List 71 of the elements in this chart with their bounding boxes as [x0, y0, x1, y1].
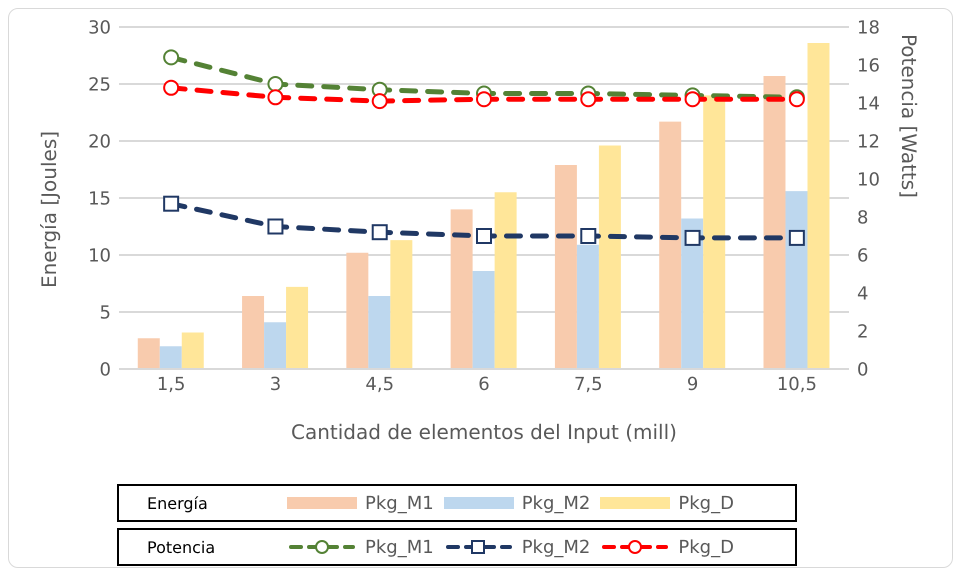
y2-tick-label: 0	[857, 359, 868, 380]
point	[788, 230, 805, 246]
x-tick-label: 7,5	[574, 374, 603, 395]
point	[267, 89, 284, 106]
y2-tick-label: 10	[857, 169, 880, 190]
y2-tick-label: 8	[857, 207, 868, 228]
text: Energía	[146, 494, 209, 512]
point	[476, 228, 492, 244]
bar	[785, 191, 808, 369]
legend-label: Pkg_M2	[520, 536, 590, 558]
text: Potencia	[146, 538, 216, 556]
x-tick-label: 10,5	[776, 374, 817, 395]
legend-label: Pkg_D	[677, 492, 734, 514]
x-tick-label: 1,5	[156, 374, 186, 395]
bar	[659, 122, 682, 369]
y2-tick-label: 12	[857, 131, 880, 152]
bar	[472, 270, 495, 369]
point	[684, 230, 701, 246]
y2-tick-label: 2	[857, 321, 868, 342]
point	[267, 218, 284, 234]
bar	[264, 322, 286, 369]
point	[476, 91, 492, 108]
y-tick-label: 5	[100, 302, 111, 324]
y-tick-label: 10	[88, 245, 111, 266]
y-tick-label: 0	[100, 359, 111, 380]
bar	[763, 76, 786, 369]
bar	[390, 240, 412, 369]
y-tick-label: 15	[88, 188, 111, 210]
bar	[703, 95, 726, 369]
point	[267, 76, 284, 92]
point	[163, 196, 180, 212]
bar	[286, 286, 308, 369]
bar	[681, 218, 704, 369]
x-tick-label: 6	[478, 374, 490, 395]
bar	[368, 296, 390, 369]
legend-label: Pkg_M1	[364, 492, 434, 514]
y2-tick-label: 4	[857, 283, 868, 304]
point	[163, 80, 180, 96]
bar	[346, 252, 368, 369]
y-axis-title: Energía [Joules]	[37, 130, 62, 288]
legend-label: Pkg_M1	[364, 536, 434, 558]
point	[684, 91, 701, 108]
bar	[598, 146, 621, 369]
x-tick-label: 3	[270, 374, 282, 395]
x-tick-label: 9	[686, 374, 698, 395]
bar	[242, 296, 264, 369]
legend-label: Pkg_M2	[520, 492, 590, 514]
bar	[450, 209, 473, 369]
bar	[807, 42, 830, 369]
x-axis-title: Cantidad de elementos del Input (mill)	[291, 420, 677, 444]
y2-tick-label: 16	[857, 55, 880, 76]
point	[580, 228, 596, 244]
legend-label: Pkg_D	[677, 536, 734, 558]
y-tick-label: 25	[88, 74, 111, 96]
point	[372, 224, 388, 240]
y-tick-label: 20	[88, 131, 111, 152]
y-tick-label: 30	[88, 17, 111, 38]
bar	[160, 346, 182, 369]
y2-axis-title: Potencia [Watts]	[896, 34, 921, 198]
point	[372, 93, 388, 110]
y2-tick-label: 6	[857, 245, 868, 266]
point	[580, 91, 596, 108]
bar	[554, 164, 577, 369]
bar	[182, 332, 204, 369]
bar	[494, 192, 517, 369]
bar	[138, 338, 160, 369]
point	[163, 49, 180, 66]
x-tick-label: 4,5	[365, 374, 394, 395]
bar	[576, 244, 599, 369]
y2-tick-label: 18	[857, 17, 880, 38]
y2-tick-label: 14	[857, 93, 880, 114]
